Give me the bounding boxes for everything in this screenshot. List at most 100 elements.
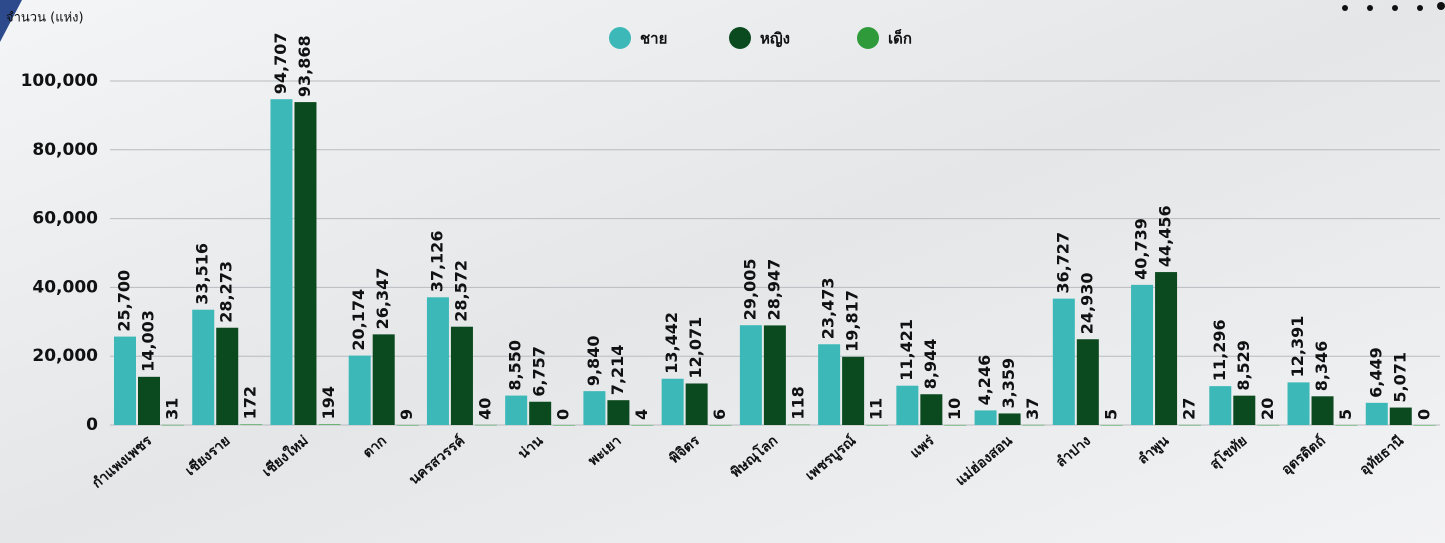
bar (1179, 424, 1202, 426)
y-tick-label: 20,000 (32, 346, 98, 366)
bar (944, 424, 967, 426)
value-label: 40,739 (1132, 218, 1151, 280)
value-label: 19,817 (843, 290, 862, 352)
bar (396, 424, 419, 426)
bar (1365, 402, 1388, 425)
bar (372, 334, 395, 425)
y-tick-label: 100,000 (21, 71, 99, 91)
value-label: 8,529 (1234, 340, 1253, 391)
legend-label: เด็ก (888, 29, 912, 48)
value-label: 5 (1336, 409, 1355, 420)
legend-marker (857, 27, 879, 49)
bar (1209, 386, 1232, 425)
bar (138, 376, 160, 425)
value-label: 28,572 (451, 260, 470, 322)
value-label: 26,347 (373, 268, 392, 330)
bar (216, 327, 239, 425)
corner-decoration (0, 0, 22, 42)
bar (192, 309, 215, 425)
value-label: 194 (319, 386, 338, 419)
bar (920, 394, 943, 425)
value-label: 8,944 (921, 339, 940, 390)
value-label: 29,005 (740, 258, 759, 320)
bar (583, 391, 606, 425)
bar (1389, 407, 1412, 425)
bar (763, 325, 786, 425)
bar (709, 424, 732, 426)
bar (739, 325, 762, 425)
value-label: 9 (397, 409, 416, 420)
bar (270, 99, 293, 425)
y-axis-label: จำนวน (แห่ง) (6, 11, 84, 26)
value-label: 23,473 (819, 278, 838, 340)
value-label: 5 (1101, 409, 1120, 420)
bar (294, 102, 317, 425)
value-label: 20 (1258, 398, 1277, 420)
bar (1335, 424, 1358, 426)
value-label: 12,071 (686, 317, 705, 379)
value-label: 6,449 (1366, 347, 1385, 398)
bar (1076, 339, 1099, 425)
legend-marker (609, 27, 631, 49)
value-label: 11,296 (1210, 319, 1229, 381)
bar (974, 410, 997, 425)
bar (553, 425, 576, 426)
bar (866, 424, 889, 426)
y-tick-label: 40,000 (32, 277, 98, 297)
value-label: 0 (554, 409, 573, 420)
bar (1155, 272, 1178, 425)
value-label: 0 (1414, 409, 1433, 420)
bar (1052, 298, 1075, 425)
bar (114, 336, 136, 425)
value-label: 20,174 (349, 289, 368, 351)
value-label: 7,214 (608, 345, 627, 396)
value-label: 6 (710, 409, 729, 420)
value-label: 25,700 (115, 270, 134, 332)
value-label: 94,707 (271, 32, 290, 94)
value-label: 37 (1023, 398, 1042, 420)
value-label: 24,930 (1077, 272, 1096, 334)
bar (505, 395, 528, 425)
bar (529, 401, 552, 425)
value-label: 4,246 (975, 355, 994, 406)
bar (240, 424, 263, 425)
value-label: 14,003 (139, 310, 158, 372)
bar (787, 424, 810, 426)
value-label: 40 (475, 398, 494, 420)
bar (607, 400, 630, 425)
value-label: 33,516 (193, 243, 212, 305)
bar (661, 378, 684, 425)
legend-label: ชาย (640, 30, 667, 48)
bar (1257, 424, 1280, 426)
value-label: 28,947 (764, 259, 783, 321)
value-label: 44,456 (1156, 205, 1175, 267)
bar (348, 355, 371, 425)
value-label: 10 (945, 398, 964, 420)
bar (1022, 424, 1045, 426)
value-label: 8,346 (1312, 341, 1331, 392)
value-label: 3,359 (999, 358, 1018, 409)
bar (842, 356, 865, 425)
value-label: 172 (241, 386, 260, 419)
value-label: 118 (788, 386, 807, 419)
value-label: 31 (163, 398, 182, 420)
bar (1311, 396, 1334, 425)
bar (450, 326, 473, 425)
bar (818, 344, 841, 425)
bar (1413, 425, 1436, 426)
value-label: 36,727 (1053, 232, 1072, 294)
bar (1287, 382, 1310, 425)
bar (318, 424, 341, 425)
bar (631, 424, 654, 426)
value-label: 28,273 (217, 261, 236, 323)
value-label: 13,442 (662, 312, 681, 374)
bar (1100, 424, 1123, 426)
bar (1233, 395, 1256, 425)
value-label: 4 (632, 409, 651, 420)
value-label: 9,840 (584, 336, 603, 387)
value-label: 37,126 (427, 231, 446, 293)
y-tick-label: 60,000 (32, 209, 98, 229)
value-label: 11 (867, 398, 886, 420)
